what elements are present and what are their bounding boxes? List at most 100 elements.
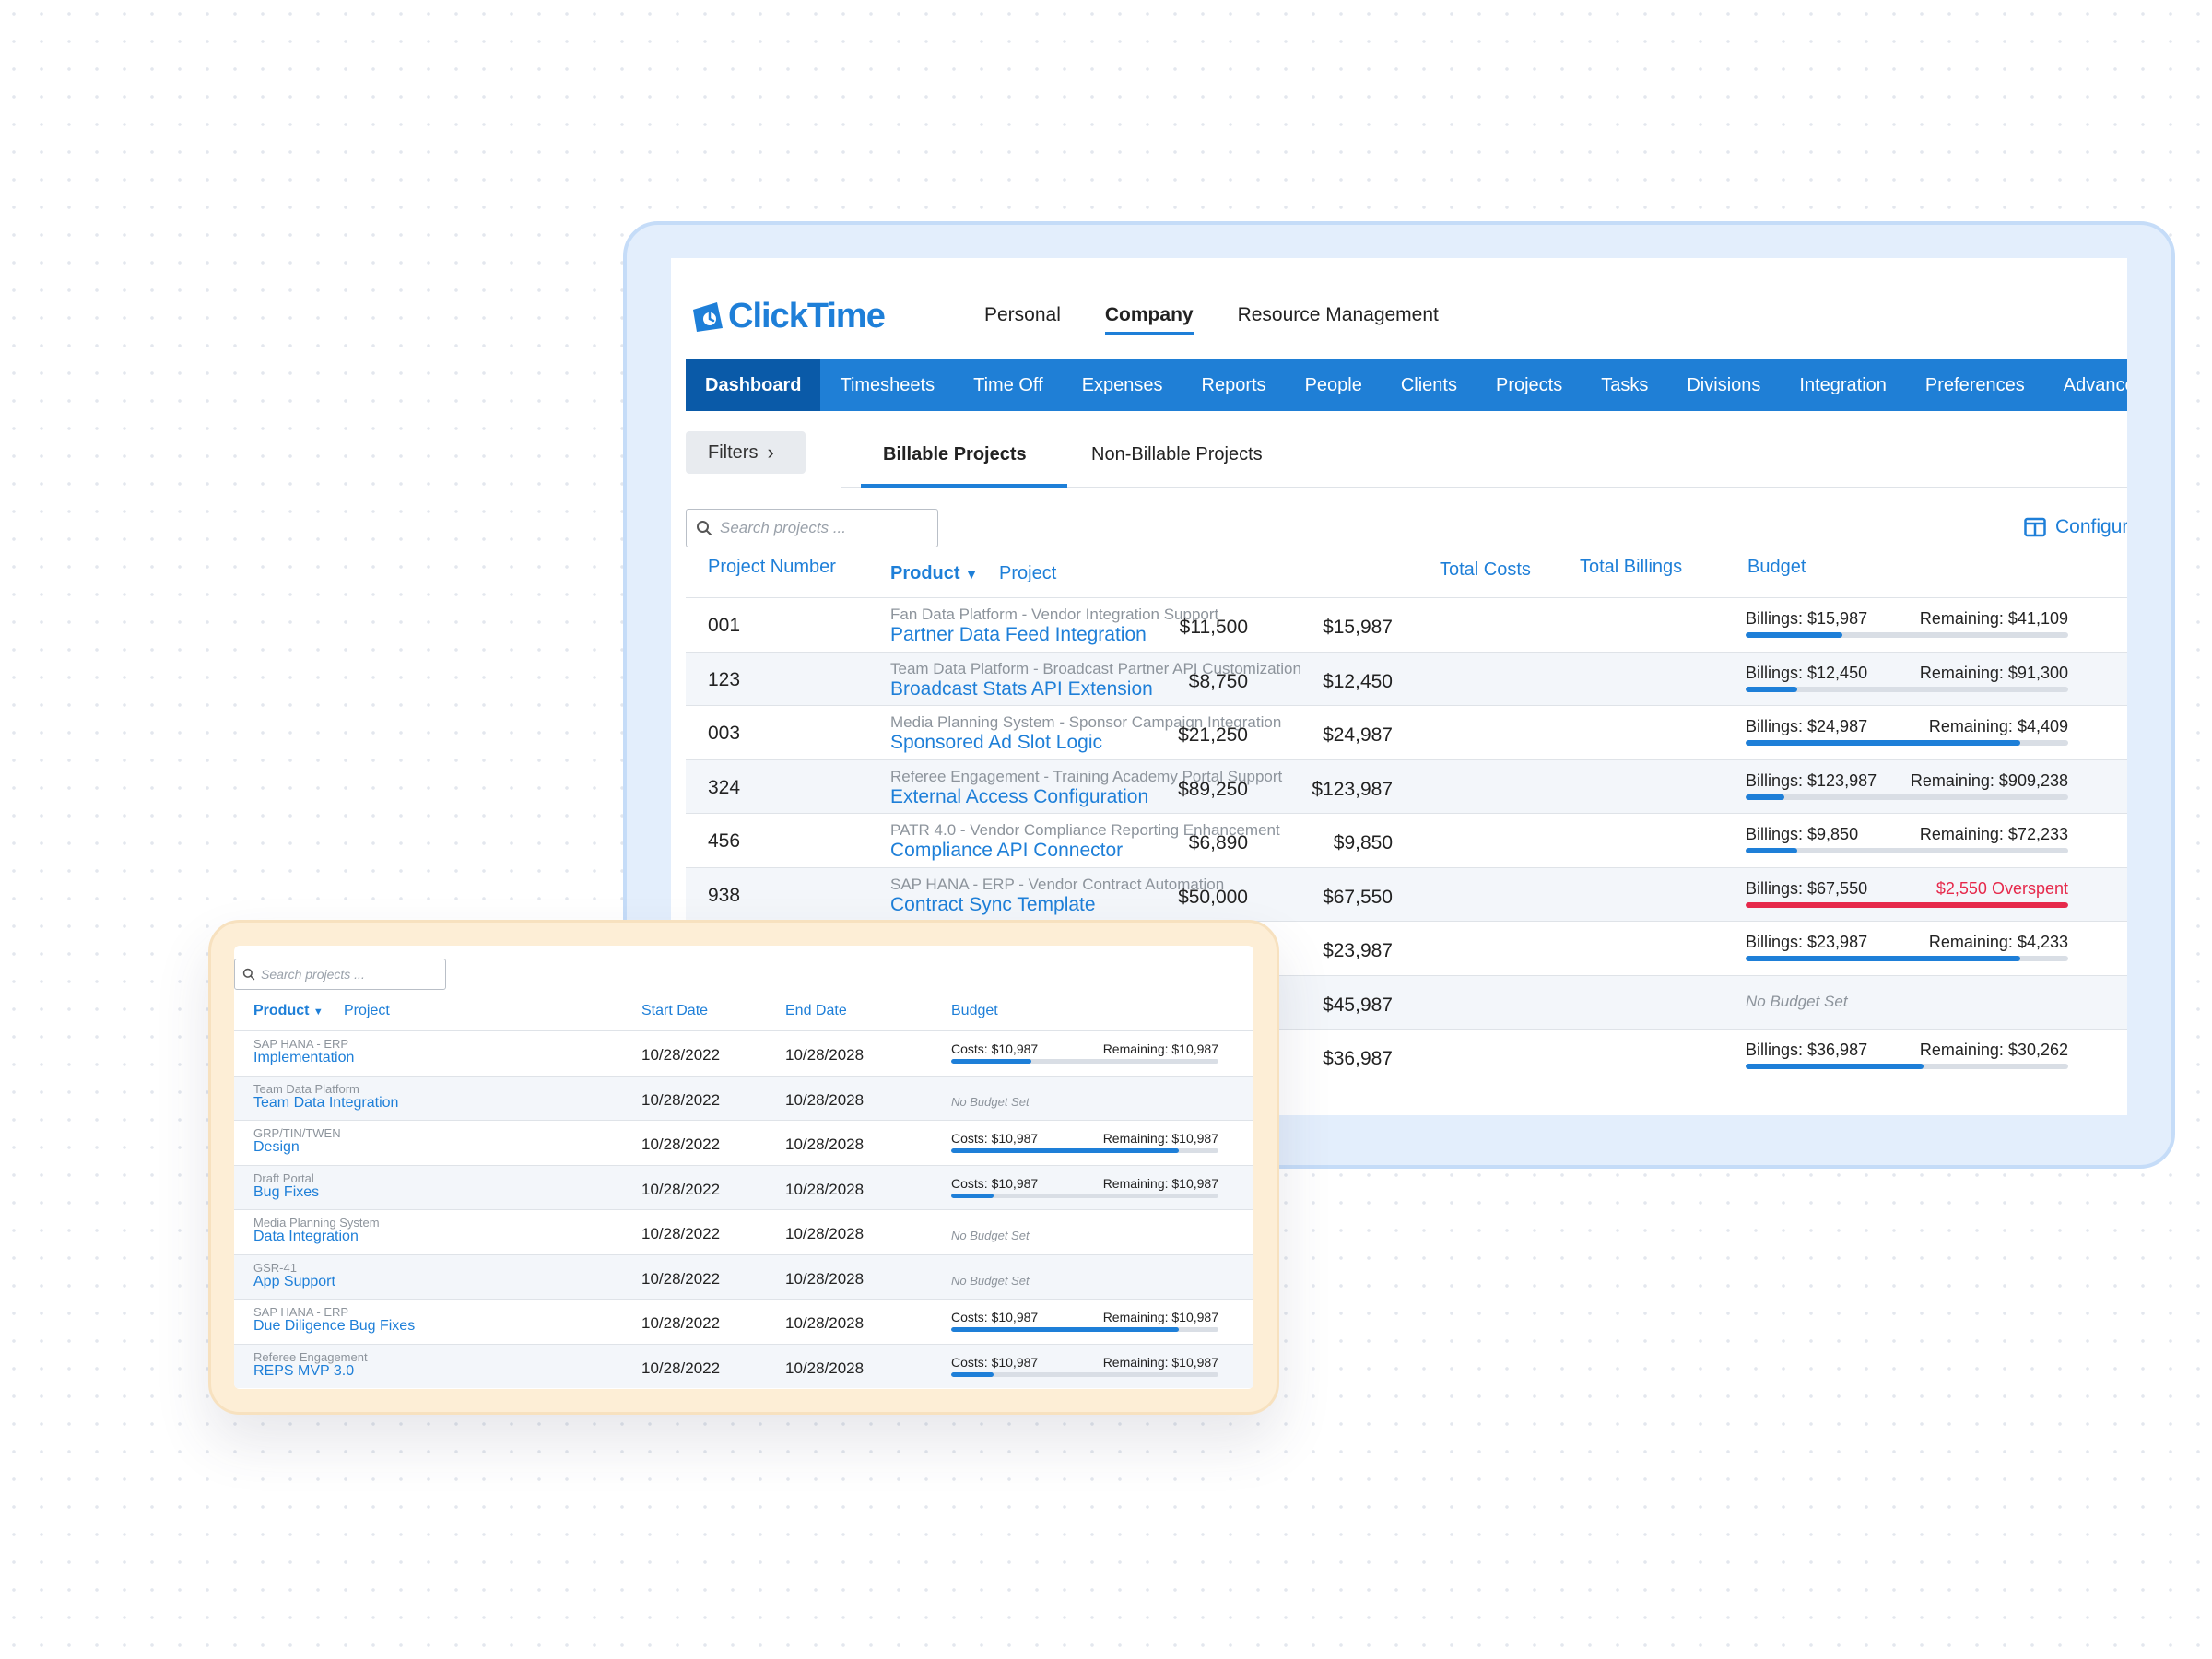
project-link[interactable]: App Support: [253, 1273, 335, 1289]
nav-time-off[interactable]: Time Off: [973, 374, 1043, 395]
table-row[interactable]: 456 PATR 4.0 - Vendor Compliance Reporti…: [686, 813, 2127, 867]
filters-button[interactable]: Filters ›: [686, 431, 806, 474]
total-billing: $24,987: [1323, 724, 1393, 746]
table-row[interactable]: SAP HANA - ERP Implementation 10/28/2022…: [234, 1030, 1253, 1076]
no-budget-label: No Budget Set: [1746, 992, 1848, 1010]
remaining-label: Remaining: $4,409: [1928, 717, 2068, 735]
clicktime-logo[interactable]: ClickTime: [689, 297, 886, 336]
header-project-number[interactable]: Project Number: [708, 557, 836, 577]
budget-cell: No Budget Set: [951, 1265, 1218, 1288]
search-input[interactable]: [720, 519, 923, 537]
table-row[interactable]: Media Planning System Data Integration 1…: [234, 1209, 1253, 1254]
product-name: GRP/TIN/TWEN: [253, 1126, 341, 1140]
project-link[interactable]: Partner Data Feed Integration: [890, 624, 1147, 645]
project-link[interactable]: Due Diligence Bug Fixes: [253, 1318, 416, 1334]
nav-projects[interactable]: Projects: [1495, 374, 1563, 395]
budget-cell: Costs: $10,987 Remaining: $10,987: [951, 1355, 1218, 1377]
tab-non-billable-projects[interactable]: Non-Billable Projects: [1091, 444, 1263, 465]
project-link[interactable]: REPS MVP 3.0: [253, 1362, 355, 1379]
sub-header-product[interactable]: Product ▼: [253, 1003, 324, 1018]
remaining-label: Remaining: $91,300: [1919, 663, 2068, 682]
start-date: 10/28/2022: [641, 1225, 721, 1242]
nav-divisions[interactable]: Divisions: [1687, 374, 1761, 395]
sub-header-start-date[interactable]: Start Date: [641, 1003, 709, 1018]
topnav-resource-management[interactable]: Resource Management: [1237, 304, 1439, 325]
table-row[interactable]: 001 Fan Data Platform - Vendor Integrati…: [686, 597, 2127, 652]
project-link[interactable]: Contract Sync Template: [890, 893, 1096, 915]
sub-header-project[interactable]: Project: [344, 1003, 390, 1018]
project-link[interactable]: Data Integration: [253, 1229, 359, 1244]
header-total-billings[interactable]: Total Billings: [1580, 557, 1683, 577]
product-name: PATR 4.0 - Vendor Compliance Reporting E…: [890, 821, 1280, 839]
table-row[interactable]: GSR-41 App Support 10/28/2022 10/28/2028…: [234, 1253, 1253, 1299]
product-name: Referee Engagement: [253, 1349, 368, 1364]
project-link[interactable]: Sponsored Ad Slot Logic: [890, 732, 1102, 753]
search-box[interactable]: [686, 509, 938, 547]
table-row[interactable]: Draft Portal Bug Fixes 10/28/2022 10/28/…: [234, 1164, 1253, 1209]
filters-label: Filters: [708, 441, 759, 463]
project-link[interactable]: Design: [253, 1139, 300, 1155]
end-date: 10/28/2028: [785, 1359, 865, 1377]
nav-expenses[interactable]: Expenses: [1081, 374, 1163, 395]
sub-header-budget[interactable]: Budget: [951, 1003, 998, 1018]
start-date: 10/28/2022: [641, 1180, 721, 1198]
header-total-costs[interactable]: Total Costs: [1440, 559, 1531, 580]
nav-timesheets[interactable]: Timesheets: [840, 374, 935, 395]
costs-label: Costs: $10,987: [951, 1354, 1039, 1370]
nav-dashboard[interactable]: Dashboard: [686, 359, 821, 411]
sub-search-box[interactable]: [234, 959, 446, 990]
remaining-label: Remaining: $72,233: [1919, 825, 2068, 843]
header-project[interactable]: Project: [999, 563, 1057, 583]
sub-search-input[interactable]: [261, 967, 436, 982]
header-budget[interactable]: Budget: [1747, 557, 1806, 577]
nav-people[interactable]: People: [1304, 374, 1362, 395]
project-link[interactable]: Broadcast Stats API Extension: [890, 677, 1153, 700]
billings-label: Billings: $67,550: [1746, 878, 1868, 898]
total-cost: $89,250: [1178, 778, 1248, 800]
configure-button[interactable]: Configur: [2024, 516, 2127, 538]
remaining-label: Remaining: $10,987: [1102, 1354, 1218, 1370]
budget-cell: Billings: $12,450 Remaining: $91,300: [1746, 664, 2068, 692]
project-link[interactable]: Team Data Integration: [253, 1094, 399, 1111]
header-product[interactable]: Product ▼: [890, 563, 978, 583]
table-row[interactable]: 123 Team Data Platform - Broadcast Partn…: [686, 651, 2127, 705]
topnav-company[interactable]: Company: [1104, 304, 1194, 335]
sub-header-end-date[interactable]: End Date: [785, 1003, 847, 1018]
budget-progress-fill: [951, 1371, 994, 1377]
total-cost: $6,890: [1188, 832, 1248, 853]
budget-progress-bar: [951, 1059, 1218, 1064]
table-row[interactable]: 003 Media Planning System - Sponsor Camp…: [686, 705, 2127, 759]
product-name: SAP HANA - ERP: [253, 1305, 349, 1319]
product-name: Draft Portal: [253, 1171, 314, 1185]
nav-reports[interactable]: Reports: [1201, 374, 1266, 395]
tab-billable-projects[interactable]: Billable Projects: [883, 444, 1027, 465]
project-link[interactable]: External Access Configuration: [890, 785, 1149, 807]
budget-cell: No Budget Set: [951, 1087, 1218, 1109]
table-row[interactable]: 938 SAP HANA - ERP - Vendor Contract Aut…: [686, 866, 2127, 921]
budget-cell: Costs: $10,987 Remaining: $10,987: [951, 1310, 1218, 1332]
end-date: 10/28/2028: [785, 1046, 865, 1064]
table-row[interactable]: SAP HANA - ERP Due Diligence Bug Fixes 1…: [234, 1299, 1253, 1344]
table-row[interactable]: GRP/TIN/TWEN Design 10/28/2022 10/28/202…: [234, 1120, 1253, 1165]
total-cost: $8,750: [1188, 670, 1248, 692]
total-billing: $9,850: [1333, 832, 1393, 853]
budget-cell: Billings: $23,987 Remaining: $4,233: [1746, 933, 2068, 961]
nav-integration[interactable]: Integration: [1799, 374, 1887, 395]
table-row[interactable]: Referee Engagement REPS MVP 3.0 10/28/20…: [234, 1343, 1253, 1388]
project-number: 456: [708, 830, 741, 852]
nav-preferences[interactable]: Preferences: [1924, 374, 2025, 395]
nav-clients[interactable]: Clients: [1400, 374, 1457, 395]
remaining-label: Remaining: $10,987: [1102, 1310, 1218, 1324]
table-row[interactable]: 324 Referee Engagement - Training Academ…: [686, 759, 2127, 813]
project-link[interactable]: Bug Fixes: [253, 1183, 320, 1200]
nav-tasks[interactable]: Tasks: [1601, 374, 1649, 395]
project-link[interactable]: Compliance API Connector: [890, 840, 1124, 861]
project-number: 324: [708, 776, 741, 798]
nav-advanced[interactable]: Advance: [2063, 374, 2127, 395]
total-billing: $123,987: [1312, 778, 1393, 800]
budget-progress-bar: [951, 1193, 1218, 1198]
topnav-personal[interactable]: Personal: [984, 304, 1061, 325]
table-row[interactable]: Team Data Platform Team Data Integration…: [234, 1075, 1253, 1120]
budget-progress-bar: [1746, 901, 2068, 908]
project-link[interactable]: Implementation: [253, 1050, 355, 1065]
